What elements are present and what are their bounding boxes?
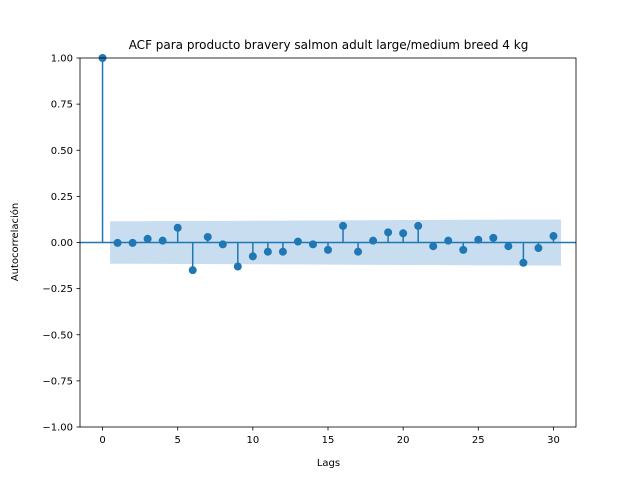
- acf-point-lag-27: [504, 242, 513, 251]
- y-tick-label: −0.50: [42, 330, 73, 341]
- acf-point-lag-23: [444, 236, 453, 245]
- acf-point-lag-17: [354, 247, 363, 256]
- x-tick-label: 0: [99, 435, 105, 446]
- axes: 0 5 10 15 20 25 30 1.00 0.75 0.50 0.25 0.00 −0.25 −0.…: [42, 54, 577, 446]
- acf-point-lag-7: [203, 232, 212, 241]
- x-tick-label: 10: [246, 435, 259, 446]
- acf-point-lag-18: [369, 236, 378, 245]
- y-tick-label: 0.75: [51, 100, 73, 111]
- x-tick-label: 30: [547, 435, 560, 446]
- acf-point-lag-16: [339, 221, 348, 230]
- y-tick-label: 0.25: [51, 192, 73, 203]
- acf-point-lag-8: [218, 240, 227, 249]
- y-tick-label: −0.75: [42, 376, 73, 387]
- x-tick-label: 20: [397, 435, 410, 446]
- acf-point-lag-11: [263, 247, 272, 256]
- plot-area: [80, 54, 576, 275]
- acf-point-lag-28: [519, 258, 528, 267]
- acf-point-lag-24: [459, 245, 468, 254]
- x-tick-label: 5: [175, 435, 181, 446]
- x-tick-label: 15: [322, 435, 335, 446]
- x-axis-label: Lags: [317, 458, 340, 469]
- acf-point-lag-12: [278, 247, 287, 256]
- acf-point-lag-29: [534, 244, 543, 253]
- acf-point-lag-25: [474, 235, 483, 244]
- y-tick-label: 1.00: [51, 54, 73, 65]
- acf-point-lag-20: [399, 229, 408, 238]
- chart-title: ACF para producto bravery salmon adult l…: [129, 38, 529, 52]
- acf-point-lag-14: [308, 240, 317, 249]
- acf-point-lag-10: [248, 252, 257, 261]
- acf-point-lag-26: [489, 233, 498, 242]
- acf-point-lag-15: [324, 245, 332, 254]
- acf-point-lag-3: [143, 234, 152, 243]
- y-tick-label: 0.00: [51, 238, 73, 249]
- acf-point-lag-6: [188, 266, 197, 275]
- x-tick-label: 25: [472, 435, 485, 446]
- acf-point-lag-21: [414, 221, 423, 230]
- y-axis-label: Autocorrelación: [9, 203, 21, 281]
- y-tick-label: −1.00: [42, 423, 73, 434]
- acf-point-lag-30: [549, 232, 558, 241]
- acf-point-lag-2: [128, 238, 137, 247]
- acf-point-lag-22: [429, 242, 438, 251]
- acf-point-lag-5: [173, 223, 182, 232]
- acf-point-lag-13: [293, 237, 302, 246]
- y-tick-label: 0.50: [51, 146, 73, 157]
- acf-point-lag-4: [158, 236, 167, 245]
- acf-point-lag-19: [384, 228, 393, 237]
- acf-point-lag-1: [113, 238, 122, 247]
- acf-point-lag-9: [233, 262, 242, 271]
- y-tick-label: −0.25: [42, 284, 73, 295]
